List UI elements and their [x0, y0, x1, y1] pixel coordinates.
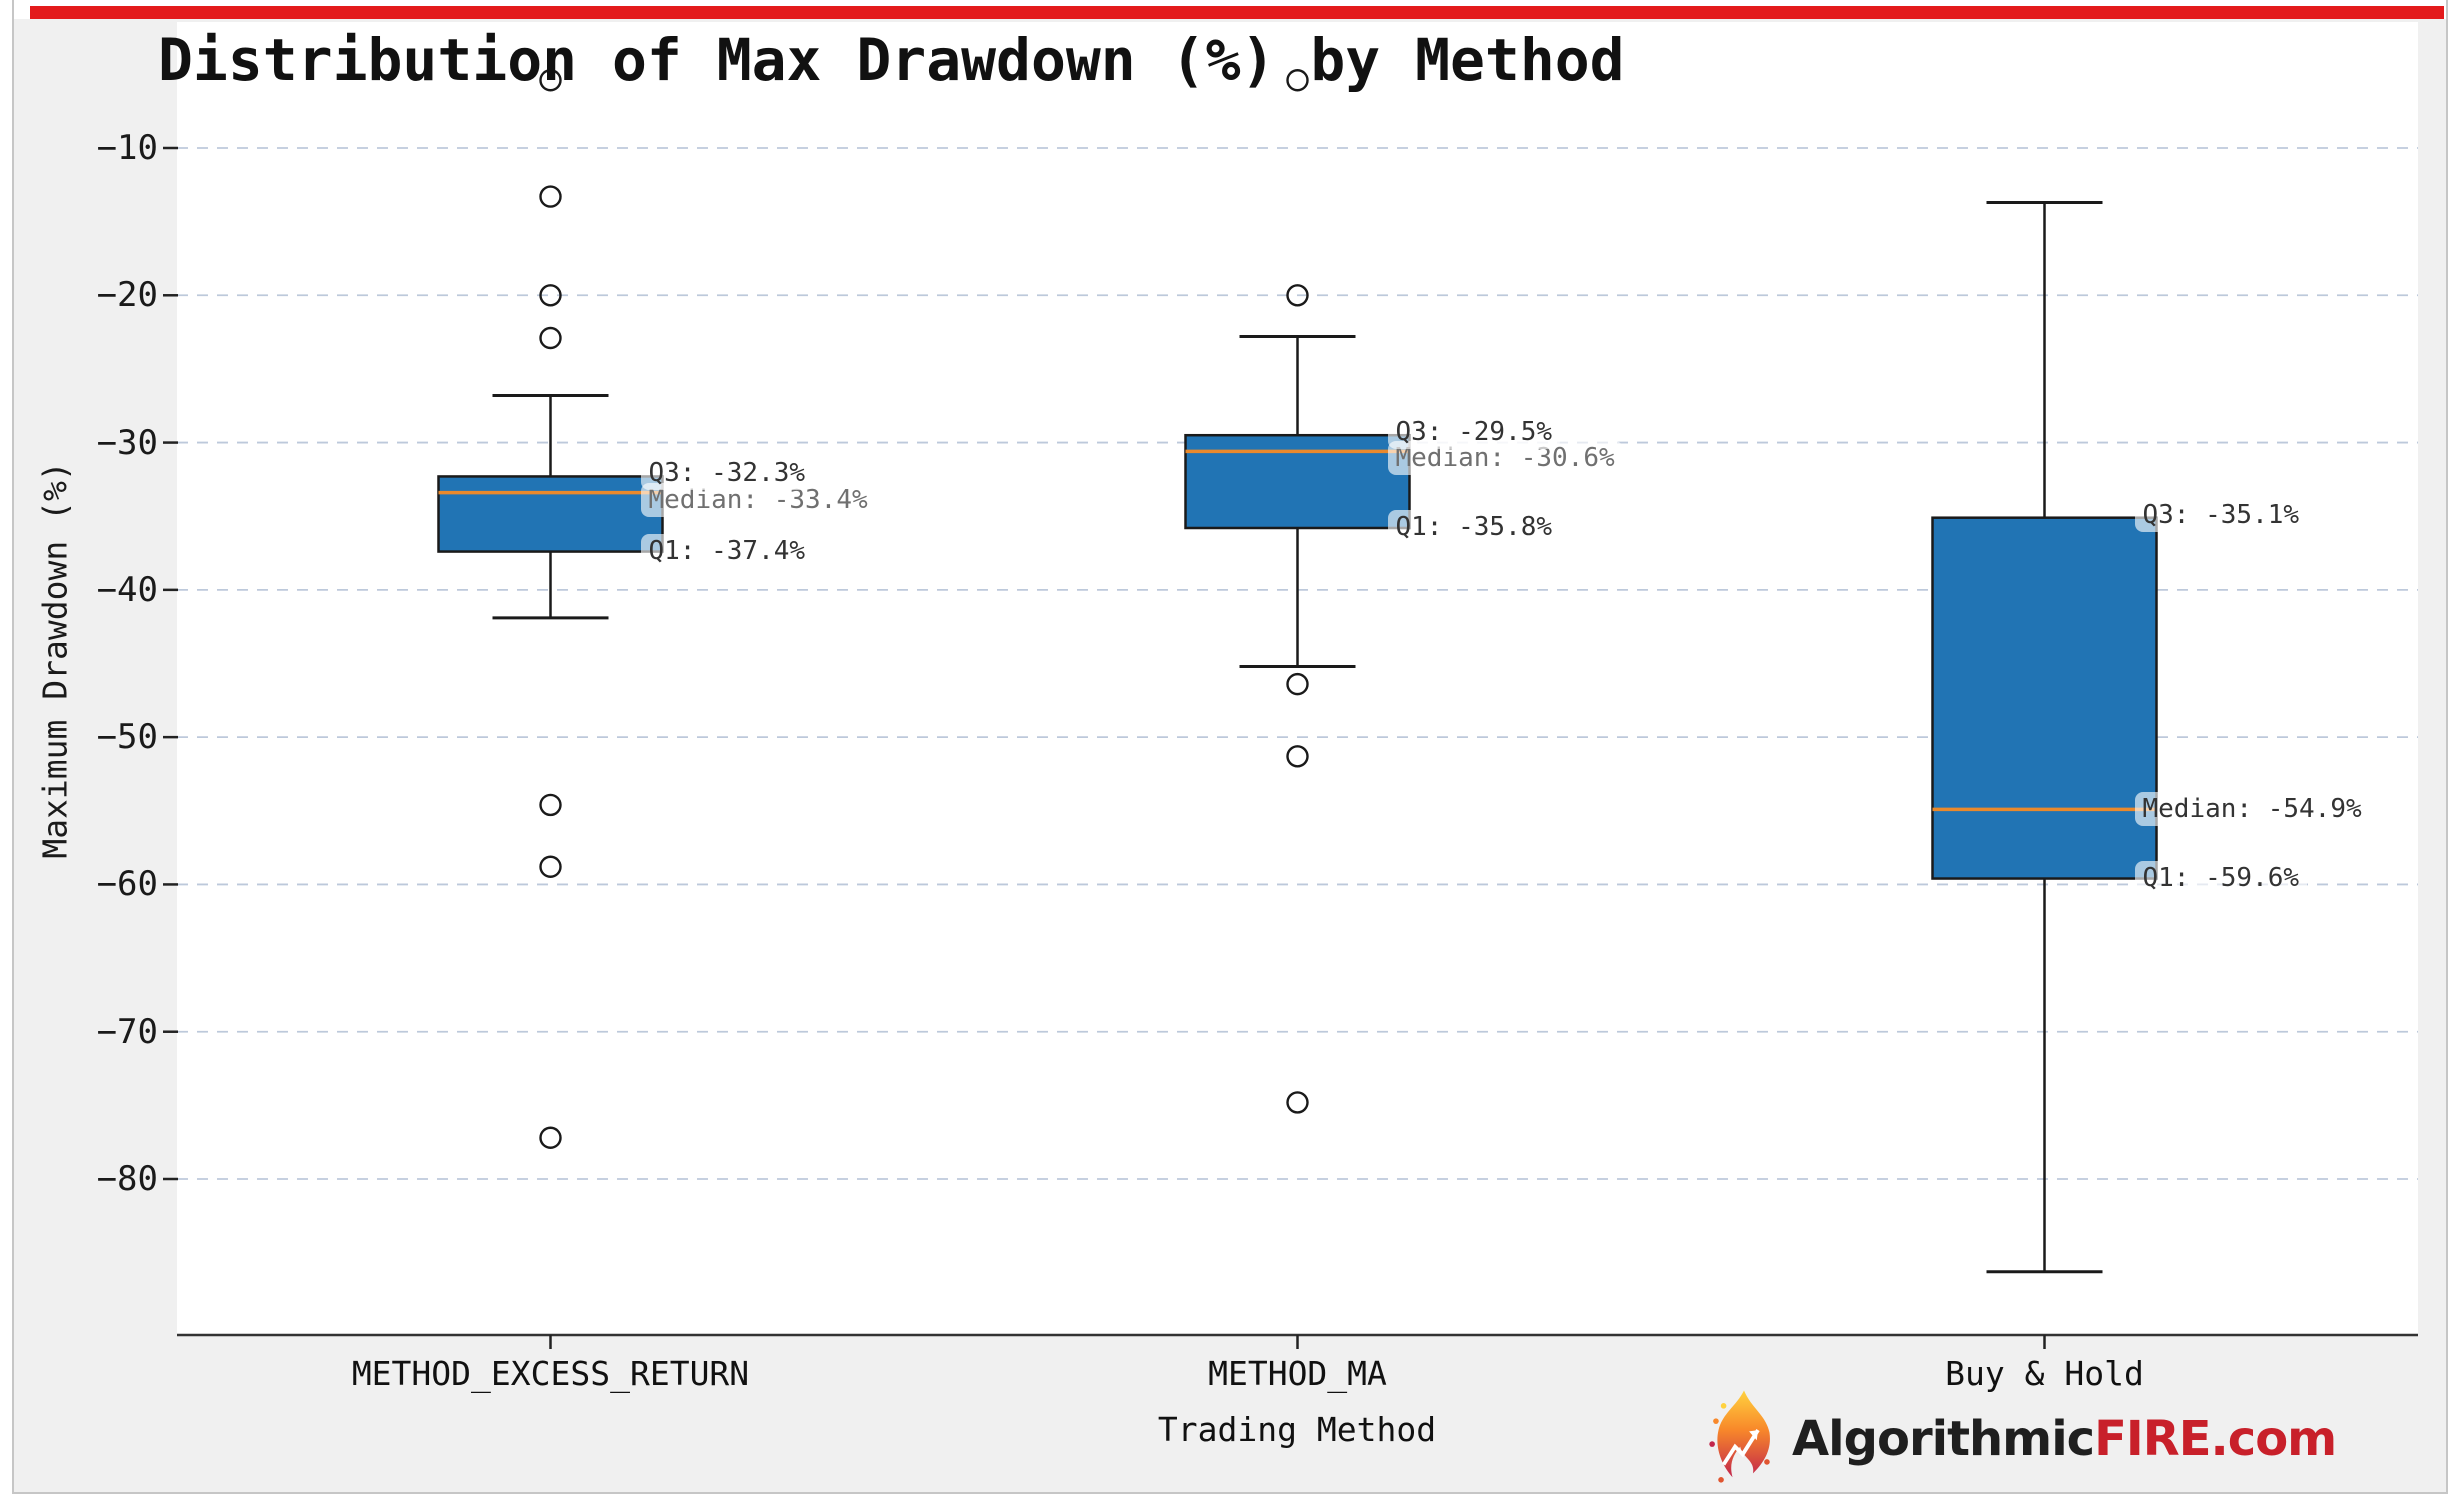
outlier-point [539, 284, 562, 307]
box [437, 475, 664, 553]
x-axis-label: Trading Method [1157, 1410, 1437, 1449]
x-tick-label: METHOD_EXCESS_RETURN [351, 1354, 750, 1393]
y-tick-label: −80 [96, 1159, 158, 1199]
brand-text-red: FIRE [2094, 1411, 2211, 1467]
outlier-point [1286, 672, 1309, 696]
outlier-point [1286, 745, 1309, 768]
y-tick-label: −10 [96, 128, 158, 168]
q1-annotation: Q1: -59.6% [2134, 860, 2308, 895]
brand-logo: AlgorithmicFIRE.com [1704, 1388, 2338, 1490]
q3-annotation: Q3: -29.5% [1387, 415, 1561, 450]
chart-title: Distribution of Max Drawdown (%) by Meth… [158, 26, 1625, 94]
outlier-point [539, 69, 562, 92]
q3-annotation: Q3: -32.3% [640, 456, 814, 491]
top-red-bar [30, 6, 2444, 19]
y-tick-label: −40 [96, 569, 158, 610]
brand-text-dark: Algorithmic [1792, 1411, 2095, 1467]
outlier-point [539, 793, 562, 817]
brand-text: AlgorithmicFIRE.com [1792, 1411, 2338, 1467]
x-tick-label: METHOD_MA [1208, 1354, 1387, 1393]
outlier-point [539, 185, 562, 208]
outlier-point [539, 1126, 562, 1149]
outlier-point [1286, 284, 1309, 307]
outlier-point [1286, 69, 1309, 92]
y-tick-label: −60 [96, 864, 158, 905]
outlier-point [539, 326, 562, 350]
box [1931, 516, 2158, 880]
median-annotation: Median: -54.9% [2134, 792, 2370, 827]
y-tick-label: −70 [96, 1011, 158, 1052]
outlier-point [539, 855, 562, 878]
q1-annotation: Q1: -37.4% [640, 533, 814, 568]
x-tick-label: Buy & Hold [1945, 1354, 2144, 1393]
q1-annotation: Q1: -35.8% [1387, 509, 1561, 544]
flame-icon [1709, 1390, 1770, 1483]
q3-annotation: Q3: -35.1% [2134, 497, 2308, 532]
brand-text-suffix: .com [2210, 1411, 2338, 1467]
y-tick-label: −30 [96, 422, 158, 463]
box [1184, 433, 1411, 530]
outlier-point [1286, 1091, 1309, 1114]
y-tick-label: −20 [96, 275, 158, 316]
y-tick-label: −50 [96, 717, 158, 758]
y-axis-label: Maximum Drawdown (%) [35, 461, 75, 859]
